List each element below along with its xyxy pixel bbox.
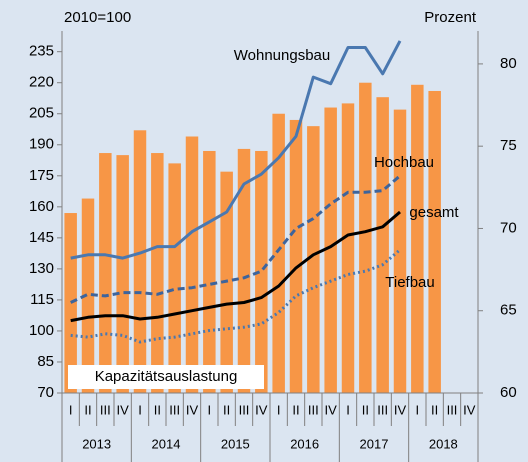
y-tick-label: 100 xyxy=(29,322,54,339)
y-tick-label: 85 xyxy=(37,353,54,370)
bar xyxy=(324,107,337,393)
series-label: gesamt xyxy=(409,204,459,221)
x-tick-label: I xyxy=(208,402,212,417)
year-label: 2017 xyxy=(360,436,389,451)
y-tick-label: 175 xyxy=(29,167,54,184)
series-label: Tiefbau xyxy=(385,274,434,291)
x-tick-label: III xyxy=(447,402,458,417)
bar xyxy=(99,153,112,393)
x-tick-label: IV xyxy=(463,402,476,417)
y-tick-label: 160 xyxy=(29,198,54,215)
x-tick-label: IV xyxy=(117,402,130,417)
line xyxy=(70,248,401,344)
y-tick-label: 220 xyxy=(29,74,54,91)
bar xyxy=(393,109,407,393)
year-label: 2014 xyxy=(152,436,181,451)
x-tick-label: III xyxy=(100,402,111,417)
bar xyxy=(151,153,164,393)
y2-tick-label: 75 xyxy=(500,137,517,154)
line xyxy=(70,40,402,260)
y2-tick-label: 60 xyxy=(500,384,517,401)
bar xyxy=(116,155,129,393)
year-label: 2015 xyxy=(221,436,250,451)
x-tick-label: I xyxy=(346,402,350,417)
bar xyxy=(359,82,372,393)
bar xyxy=(411,84,424,393)
bar xyxy=(168,163,181,393)
y2-tick-label: 80 xyxy=(500,55,517,72)
y-tick-label: 70 xyxy=(37,384,54,401)
x-tick-label: III xyxy=(377,402,388,417)
x-tick-label: II xyxy=(84,402,91,417)
y2-tick-label: 70 xyxy=(500,219,517,236)
x-tick-label: I xyxy=(416,402,420,417)
x-tick-label: I xyxy=(138,402,142,417)
y-tick-label: 145 xyxy=(29,229,54,246)
bar xyxy=(81,198,95,393)
y-tick-label: 205 xyxy=(29,105,54,122)
y-tick-label: 130 xyxy=(29,260,54,277)
left-axis-label: 2010=100 xyxy=(64,9,131,26)
bar xyxy=(133,130,147,393)
bar xyxy=(272,113,285,393)
series-label: Hochbau xyxy=(374,154,434,171)
x-tick-label: III xyxy=(239,402,250,417)
y-tick-label: 115 xyxy=(30,291,54,308)
line xyxy=(70,210,401,323)
bar xyxy=(376,97,389,394)
right-axis-label: Prozent xyxy=(424,9,477,26)
bar xyxy=(289,119,303,393)
year-label: 2013 xyxy=(82,436,111,451)
bar xyxy=(307,126,320,393)
legend-label: Kapazitätsauslastung xyxy=(95,368,238,385)
x-tick-label: I xyxy=(277,402,281,417)
bar xyxy=(428,90,441,393)
bar xyxy=(255,150,268,393)
x-tick-label: II xyxy=(292,402,299,417)
legend-box xyxy=(68,365,264,389)
x-tick-label: III xyxy=(169,402,180,417)
x-tick-label: II xyxy=(223,402,230,417)
x-tick-label: II xyxy=(154,402,161,417)
bar xyxy=(341,103,355,394)
x-tick-label: II xyxy=(362,402,369,417)
x-tick-label: IV xyxy=(255,402,268,417)
bar xyxy=(237,148,251,393)
x-tick-label: IV xyxy=(325,402,338,417)
year-label: 2016 xyxy=(290,436,319,451)
y-tick-label: 190 xyxy=(29,136,54,153)
x-tick-label: II xyxy=(431,402,438,417)
year-label: 2018 xyxy=(429,436,458,451)
bar xyxy=(185,136,199,394)
x-tick-label: IV xyxy=(394,402,407,417)
y-tick-label: 235 xyxy=(29,43,54,60)
x-tick-label: I xyxy=(69,402,73,417)
x-tick-label: IV xyxy=(186,402,199,417)
x-tick-label: III xyxy=(308,402,319,417)
y2-tick-label: 65 xyxy=(500,302,517,319)
bar xyxy=(203,150,216,393)
line xyxy=(70,174,401,304)
series-label: Wohnungsbau xyxy=(234,47,330,64)
